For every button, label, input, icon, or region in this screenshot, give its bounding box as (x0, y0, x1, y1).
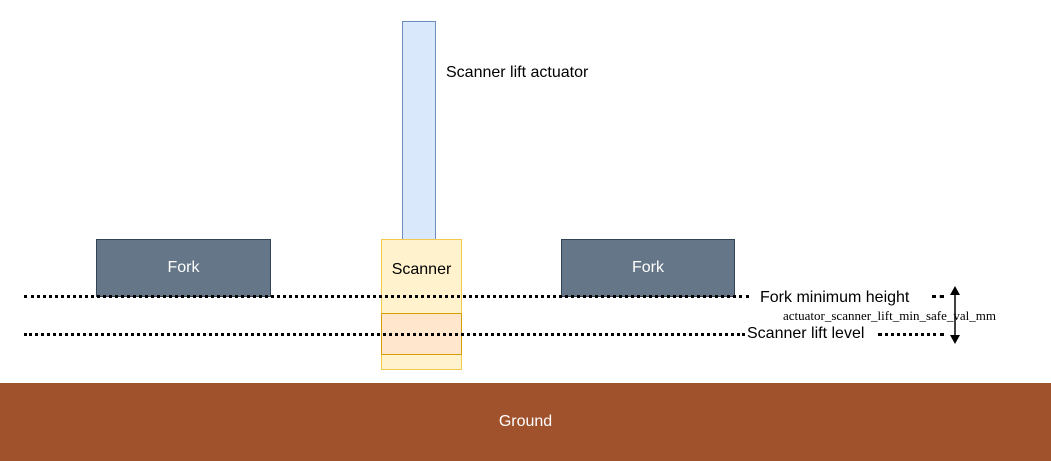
ground-label: Ground (498, 413, 553, 430)
scanner-lift-level-line (24, 333, 745, 336)
scanner-lift-level-label: Scanner lift level (747, 325, 865, 342)
ground: Ground (0, 383, 1051, 461)
fork-left-label: Fork (167, 259, 200, 276)
dimension-label: actuator_scanner_lift_min_safe_val_mm (783, 308, 996, 323)
fork-left: Fork (96, 239, 271, 297)
actuator-label: Scanner lift actuator (446, 64, 589, 81)
fork-right: Fork (561, 239, 735, 297)
fork-right-label: Fork (632, 259, 664, 276)
fork-min-height-line (24, 295, 749, 298)
scanner-label: Scanner (391, 261, 452, 278)
fork-min-height-line-tail (932, 295, 944, 298)
scanner-lift-actuator (402, 21, 436, 240)
dimension-arrow (950, 286, 960, 344)
scanner-lift-level-line-tail (878, 333, 944, 336)
fork-min-height-label: Fork minimum height (760, 289, 910, 306)
